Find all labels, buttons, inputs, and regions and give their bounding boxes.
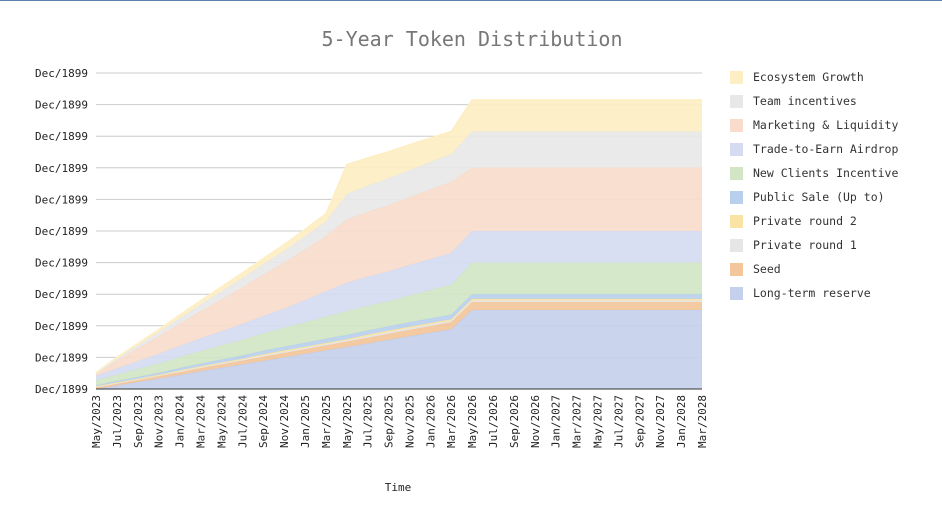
legend-swatch — [730, 118, 743, 132]
x-tick-label: Nov/2026 — [529, 395, 542, 448]
x-tick-label: Jul/2025 — [362, 395, 375, 448]
legend-label: Private round 1 — [753, 238, 857, 252]
x-tick-label: Jan/2027 — [550, 395, 563, 448]
legend-item[interactable]: Team incentives — [730, 89, 940, 113]
legend-label: Long-term reserve — [753, 286, 871, 300]
legend-label: Trade-to-Earn Airdrop — [753, 142, 899, 156]
area-series-new-clients-incentive — [96, 262, 702, 386]
legend-item[interactable]: Marketing & Liquidity — [730, 113, 940, 137]
chart-title: 5-Year Token Distribution — [321, 27, 622, 51]
x-tick-label: Sep/2024 — [257, 395, 270, 448]
x-tick-label: May/2027 — [592, 395, 605, 448]
legend-label: Ecosystem Growth — [753, 70, 864, 84]
y-tick-label: Dec/1899 — [35, 162, 88, 175]
legend-swatch — [730, 190, 743, 204]
y-tick-label: Dec/1899 — [35, 351, 88, 364]
x-tick-label: Sep/2027 — [633, 395, 646, 448]
x-tick-label: Jan/2024 — [174, 395, 187, 448]
area-series-ecosystem-growth — [96, 99, 702, 374]
x-tick-label: Nov/2024 — [278, 395, 291, 448]
x-tick-label: Mar/2025 — [320, 395, 333, 448]
x-tick-label: Sep/2025 — [383, 395, 396, 448]
x-tick-label: May/2025 — [341, 395, 354, 448]
legend-label: Seed — [753, 262, 781, 276]
y-tick-label: Dec/1899 — [35, 225, 88, 238]
legend-swatch — [730, 166, 743, 180]
x-tick-label: Jul/2027 — [612, 395, 625, 448]
x-tick-label: Sep/2023 — [132, 395, 145, 448]
legend-item[interactable]: Private round 2 — [730, 209, 940, 233]
x-tick-label: Jan/2025 — [299, 395, 312, 448]
x-tick-label: Jan/2026 — [424, 395, 437, 448]
legend-item[interactable]: New Clients Incentive — [730, 161, 940, 185]
x-tick-label: Mar/2024 — [194, 395, 207, 448]
x-tick-label: Jul/2026 — [487, 395, 500, 448]
legend-label: New Clients Incentive — [753, 166, 899, 180]
legend-label: Private round 2 — [753, 214, 857, 228]
x-tick-label: Mar/2026 — [445, 395, 458, 448]
legend-item[interactable]: Public Sale (Up to) — [730, 185, 940, 209]
y-tick-label: Dec/1899 — [35, 320, 88, 333]
series-line — [95, 99, 702, 374]
area-series-team-incentives — [96, 131, 702, 375]
legend-item[interactable]: Long-term reserve — [730, 281, 940, 305]
x-tick-label: Jul/2023 — [111, 395, 124, 448]
x-tick-label: Nov/2023 — [153, 395, 166, 448]
x-tick-label: Jul/2024 — [236, 395, 249, 448]
legend-item[interactable]: Trade-to-Earn Airdrop — [730, 137, 940, 161]
x-tick-label: May/2024 — [215, 395, 228, 448]
legend-swatch — [730, 94, 743, 108]
x-axis-title: Time — [385, 481, 412, 494]
legend-swatch — [730, 286, 743, 300]
legend-item[interactable]: Private round 1 — [730, 233, 940, 257]
legend-label: Team incentives — [753, 94, 857, 108]
x-tick-label: Mar/2027 — [571, 395, 584, 448]
legend-swatch — [730, 70, 743, 84]
y-tick-label: Dec/1899 — [35, 67, 88, 80]
y-tick-label: Dec/1899 — [35, 257, 88, 270]
x-tick-label: May/2023 — [90, 395, 103, 448]
legend-item[interactable]: Seed — [730, 257, 940, 281]
x-tick-label: Mar/2028 — [696, 395, 709, 448]
y-tick-label: Dec/1899 — [35, 288, 88, 301]
y-tick-label: Dec/1899 — [35, 383, 88, 396]
x-tick-label: Nov/2027 — [654, 395, 667, 448]
x-tick-label: Sep/2026 — [508, 395, 521, 448]
legend-swatch — [730, 214, 743, 228]
area-series-trade-to-earn-airdrop — [96, 231, 702, 381]
y-tick-label: Dec/1899 — [35, 193, 88, 206]
legend-label: Marketing & Liquidity — [753, 118, 899, 132]
legend-swatch — [730, 262, 743, 276]
legend-label: Public Sale (Up to) — [753, 190, 885, 204]
area-series-long-term-reserve — [96, 310, 702, 389]
x-tick-label: Nov/2025 — [403, 395, 416, 448]
x-tick-label: Jan/2028 — [675, 395, 688, 448]
y-tick-label: Dec/1899 — [35, 99, 88, 112]
y-tick-label: Dec/1899 — [35, 130, 88, 143]
legend: Ecosystem Growth Team incentives Marketing… — [730, 65, 940, 305]
area-series-marketing-liquidity — [96, 167, 702, 376]
legend-swatch — [730, 142, 743, 156]
legend-swatch — [730, 238, 743, 252]
x-tick-label: May/2026 — [466, 395, 479, 448]
legend-item[interactable]: Ecosystem Growth — [730, 65, 940, 89]
